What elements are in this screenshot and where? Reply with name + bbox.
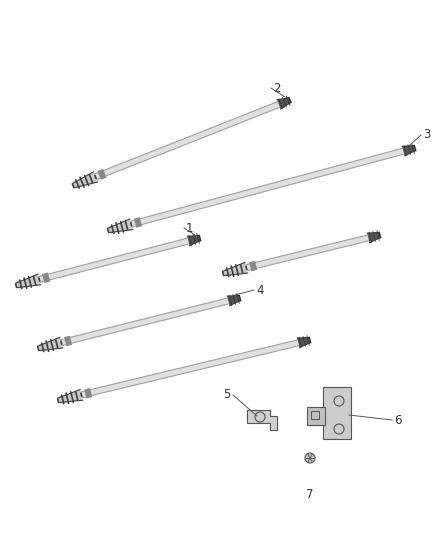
Polygon shape: [57, 390, 83, 402]
Polygon shape: [17, 235, 201, 288]
Polygon shape: [277, 98, 291, 109]
Text: 3: 3: [423, 128, 431, 141]
Text: 1: 1: [186, 222, 194, 235]
Text: 4: 4: [256, 284, 264, 296]
Polygon shape: [297, 337, 311, 348]
Polygon shape: [402, 146, 416, 156]
Polygon shape: [367, 232, 381, 243]
Polygon shape: [134, 217, 142, 228]
Polygon shape: [107, 219, 133, 232]
Bar: [311, 411, 319, 419]
Polygon shape: [227, 296, 240, 306]
Polygon shape: [74, 97, 291, 188]
Polygon shape: [38, 337, 63, 351]
Polygon shape: [15, 274, 41, 288]
Polygon shape: [247, 410, 277, 430]
Circle shape: [305, 453, 315, 463]
Polygon shape: [187, 236, 201, 246]
Bar: [323, 387, 351, 439]
Polygon shape: [59, 337, 311, 403]
Text: 6: 6: [394, 414, 402, 426]
Bar: [307, 407, 325, 425]
Polygon shape: [39, 295, 241, 351]
Polygon shape: [98, 169, 106, 180]
Polygon shape: [72, 172, 98, 188]
Text: 7: 7: [306, 488, 314, 501]
Polygon shape: [84, 388, 92, 399]
Polygon shape: [64, 336, 72, 346]
Polygon shape: [249, 261, 257, 271]
Text: 5: 5: [224, 387, 231, 400]
Text: 2: 2: [273, 82, 280, 94]
Polygon shape: [223, 262, 247, 276]
Polygon shape: [109, 145, 416, 233]
Polygon shape: [224, 232, 381, 276]
Polygon shape: [42, 272, 50, 283]
